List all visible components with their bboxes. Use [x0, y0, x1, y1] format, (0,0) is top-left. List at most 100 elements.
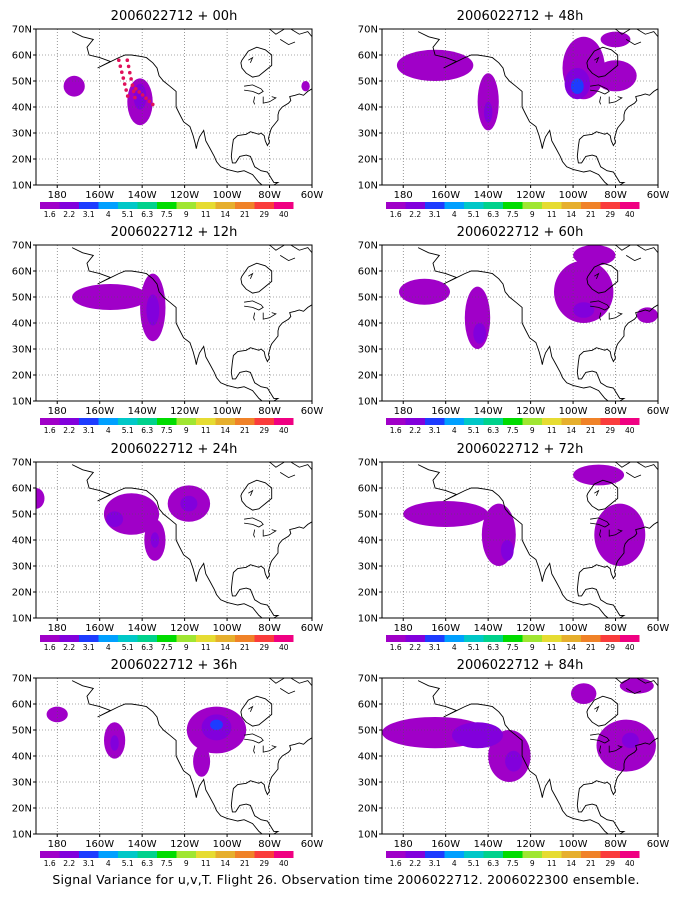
colorbar-level-label: 29: [259, 210, 269, 219]
hudson-bay-outline: [240, 262, 273, 294]
colorbar-level-label: 11: [201, 210, 211, 219]
colorbar-swatch: [425, 202, 445, 209]
colorbar-swatch: [274, 635, 294, 642]
variance-region: [473, 323, 487, 344]
lon-tick-label: 160W: [85, 406, 114, 417]
colorbar-swatch: [581, 851, 601, 858]
colorbar-swatch: [235, 635, 255, 642]
colorbar-swatch: [157, 851, 177, 858]
lat-tick-label: 70N: [12, 241, 32, 252]
lon-tick-label: 100W: [559, 623, 588, 634]
colorbar-level-label: 14: [566, 643, 576, 652]
lat-tick-label: 20N: [358, 804, 378, 815]
colorbar-level-label: 4: [452, 643, 457, 652]
lat-tick-label: 60N: [358, 51, 378, 62]
lon-tick-label: 80W: [258, 839, 281, 850]
colorbar-swatch: [425, 418, 445, 425]
lon-tick-label: 60W: [647, 839, 670, 850]
lat-tick-label: 50N: [358, 510, 378, 521]
colorbar-swatch: [542, 418, 562, 425]
island-outline: [615, 678, 631, 684]
lat-tick-label: 10N: [12, 181, 32, 192]
colorbar: 1.6 2.2 3.1 4 5.1 6.3 7.5 9 11 14 21 29 40: [386, 635, 640, 652]
colorbar-swatch: [464, 418, 484, 425]
lat-tick-label: 40N: [12, 752, 32, 763]
colorbar-swatch: [176, 851, 196, 858]
lat-tick-label: 10N: [12, 397, 32, 408]
colorbar-level-label: 1.6: [44, 859, 56, 868]
lon-tick-label: 80W: [604, 839, 627, 850]
colorbar-level-label: 3.1: [83, 859, 95, 868]
variance-region: [180, 495, 198, 512]
lon-tick-label: 160W: [431, 839, 460, 850]
variance-region: [150, 532, 160, 548]
colorbar-swatch: [254, 635, 274, 642]
lat-tick-label: 50N: [358, 77, 378, 88]
colorbar-level-label: 11: [547, 859, 557, 868]
lon-tick-label: 100W: [213, 623, 242, 634]
colorbar-swatch: [405, 202, 425, 209]
colorbar-swatch: [503, 202, 523, 209]
colorbar-level-label: 7.5: [161, 859, 173, 868]
colorbar-level-label: 1.6: [44, 426, 56, 435]
colorbar-level-label: 7.5: [507, 859, 519, 868]
colorbar-level-label: 29: [605, 859, 615, 868]
figure-caption: Signal Variance for u,v,T. Flight 26. Ob…: [52, 872, 640, 887]
colorbar-swatch: [59, 418, 79, 425]
lat-tick-label: 70N: [12, 25, 32, 36]
colorbar-swatch: [235, 851, 255, 858]
coastline: [417, 680, 658, 834]
observation-marker: [125, 94, 130, 98]
colorbar-swatch: [196, 851, 216, 858]
great-lakes-outline: [253, 529, 256, 538]
observation-marker: [117, 58, 121, 62]
colorbar-swatch: [522, 635, 542, 642]
lon-tick-label: 120W: [170, 190, 199, 201]
lat-tick-label: 40N: [358, 319, 378, 330]
island-outline: [269, 462, 285, 468]
colorbar-level-label: 11: [201, 426, 211, 435]
colorbar-level-label: 6.3: [141, 210, 153, 219]
map-panel-60h: 2006022712 + 60h 10N 20N 30N 40N 50N 60N 70N 180…: [358, 225, 670, 435]
colorbar-swatch: [464, 851, 484, 858]
lat-tick-label: 30N: [12, 129, 32, 140]
colorbar-level-label: 4: [452, 859, 457, 868]
lon-tick-label: 160W: [85, 839, 114, 850]
colorbar-level-label: 40: [279, 643, 289, 652]
lat-tick-label: 50N: [12, 510, 32, 521]
colorbar-level-label: 11: [547, 210, 557, 219]
colorbar-swatch: [503, 418, 523, 425]
lon-tick-label: 140W: [474, 839, 503, 850]
colorbar-swatch: [40, 635, 60, 642]
colorbar-swatch: [274, 202, 294, 209]
lon-tick-label: 100W: [213, 839, 242, 850]
colorbar-level-label: 5.1: [122, 643, 134, 652]
variance-region: [110, 735, 119, 751]
lon-tick-label: 60W: [647, 406, 670, 417]
colorbar-swatch: [40, 851, 60, 858]
lat-tick-label: 30N: [358, 345, 378, 356]
lon-tick-label: 140W: [474, 623, 503, 634]
variance-region: [573, 464, 625, 486]
lat-tick-label: 40N: [12, 536, 32, 547]
colorbar-level-label: 14: [220, 210, 230, 219]
colorbar-level-label: 6.3: [487, 210, 499, 219]
great-lakes-outline: [253, 96, 256, 105]
colorbar-level-label: 4: [452, 210, 457, 219]
lon-tick-label: 100W: [559, 406, 588, 417]
colorbar-level-label: 1.6: [390, 210, 402, 219]
colorbar-level-label: 4: [452, 426, 457, 435]
lon-tick-label: 100W: [559, 190, 588, 201]
lat-tick-label: 30N: [12, 778, 32, 789]
colorbar-swatch: [215, 202, 235, 209]
variance-region: [571, 683, 597, 704]
lat-tick-label: 70N: [12, 674, 32, 685]
lat-tick-label: 60N: [12, 51, 32, 62]
colorbar-swatch: [542, 851, 562, 858]
lon-tick-label: 120W: [170, 623, 199, 634]
lat-tick-label: 30N: [358, 778, 378, 789]
colorbar-level-label: 3.1: [83, 643, 95, 652]
lat-tick-label: 60N: [358, 484, 378, 495]
colorbar-level-label: 11: [201, 859, 211, 868]
lon-tick-label: 180: [394, 190, 413, 201]
